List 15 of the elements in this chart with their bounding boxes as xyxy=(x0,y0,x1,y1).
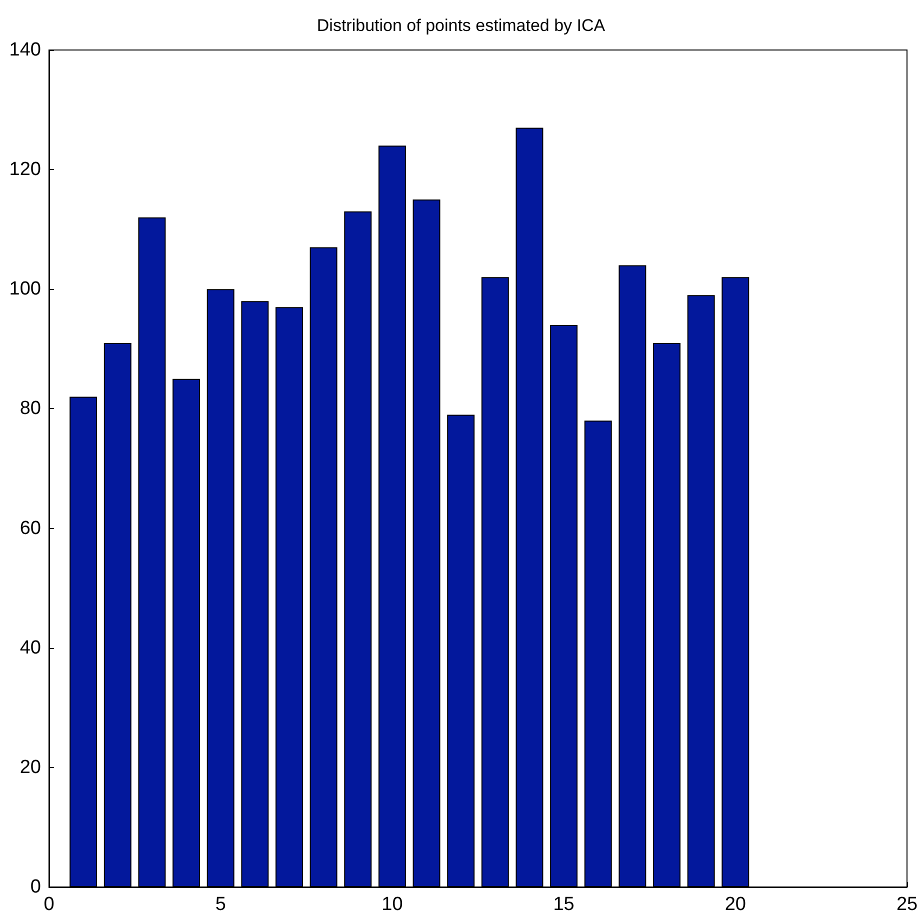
y-tick-label: 100 xyxy=(9,278,41,300)
y-tick-label: 40 xyxy=(20,637,41,658)
y-tick-label: 80 xyxy=(20,398,41,420)
chart-title: Distribution of points estimated by ICA xyxy=(316,16,606,35)
x-tick-label: 10 xyxy=(382,894,403,915)
x-tick-label: 25 xyxy=(896,894,918,915)
x-tick-label: 5 xyxy=(215,894,226,915)
y-tick-label: 140 xyxy=(9,40,41,60)
x-tick-label: 15 xyxy=(553,894,574,915)
y-tick-label: 60 xyxy=(20,518,41,539)
y-tick-label: 20 xyxy=(20,756,41,778)
y-tick-label: 0 xyxy=(30,876,41,898)
x-tick-label: 0 xyxy=(44,894,54,915)
x-tick-label: 20 xyxy=(724,894,746,915)
y-tick-label: 120 xyxy=(9,159,41,180)
